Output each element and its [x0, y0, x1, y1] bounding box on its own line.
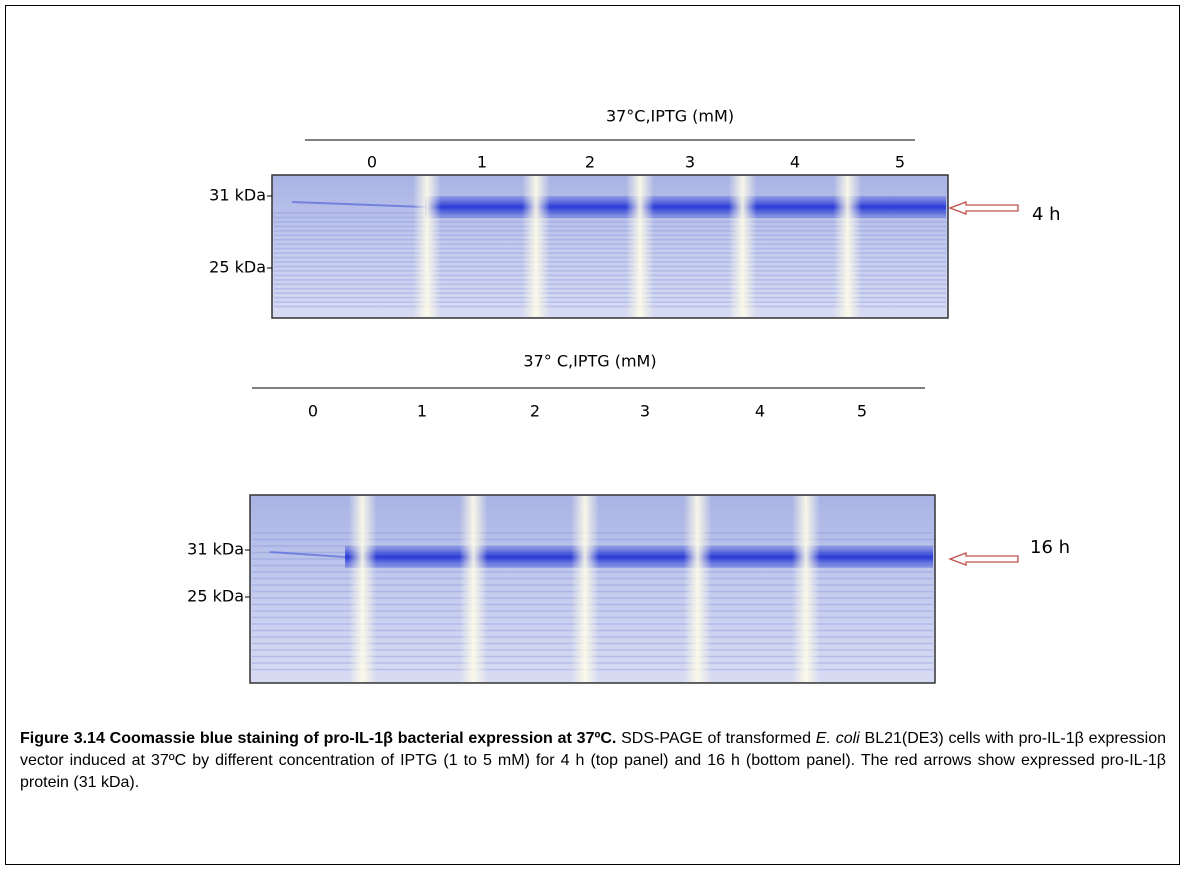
caption-text: SDS-PAGE of transformed: [616, 730, 816, 747]
panel-header: 37° C,IPTG (mM): [523, 352, 656, 371]
panel-header: 37°C,IPTG (mM): [606, 107, 734, 126]
lane-gap: [459, 496, 488, 682]
faint-band: [269, 551, 346, 558]
lane-gap: [683, 496, 712, 682]
lane-gap: [833, 176, 862, 317]
caption-title: Figure 3.14 Coomassie blue staining of p…: [20, 730, 617, 747]
marker-label: 25 kDa: [187, 587, 244, 606]
lane-label: 0: [367, 153, 377, 172]
lane-label: 1: [417, 402, 427, 421]
figure: 37°C,IPTG (mM) 0 1 2 3 4 5 31 kDa 25 kDa 4 h 37° C…: [187, 107, 1070, 684]
lane-label: 5: [895, 153, 905, 172]
marker-label: 31 kDa: [209, 186, 266, 205]
red-arrow: [948, 201, 1019, 215]
lane-label: 2: [585, 153, 595, 172]
marker-label: 25 kDa: [209, 258, 266, 277]
caption: Figure 3.14 Coomassie blue staining of p…: [20, 728, 1166, 794]
lane-gap: [522, 176, 550, 317]
lane-gap: [571, 496, 599, 682]
lane-label: 1: [477, 153, 487, 172]
caption-text: BL21(DE3) cells with pro-IL-1β expressio…: [20, 730, 1167, 791]
faint-band: [291, 201, 426, 208]
main-band: [425, 196, 946, 218]
lane-gap: [728, 176, 757, 317]
time-label: 16 h: [1030, 537, 1070, 558]
lane-label: 0: [308, 402, 318, 421]
main-band: [345, 546, 933, 568]
figure-frame: [5, 5, 1180, 865]
red-arrow: [948, 552, 1019, 566]
lane-gap: [792, 496, 820, 682]
lane-gap: [626, 176, 654, 317]
lane-label: 4: [790, 153, 800, 172]
marker-label: 31 kDa: [187, 540, 244, 559]
lane-gap: [413, 176, 441, 317]
lane-gap: [348, 496, 377, 682]
lane-label: 3: [640, 402, 650, 421]
lane-label: 4: [755, 402, 765, 421]
lane-label: 3: [685, 153, 695, 172]
lane-label: 5: [857, 402, 867, 421]
lane-label: 2: [530, 402, 540, 421]
caption-species: E. coli: [815, 730, 860, 747]
time-label: 4 h: [1032, 204, 1061, 225]
